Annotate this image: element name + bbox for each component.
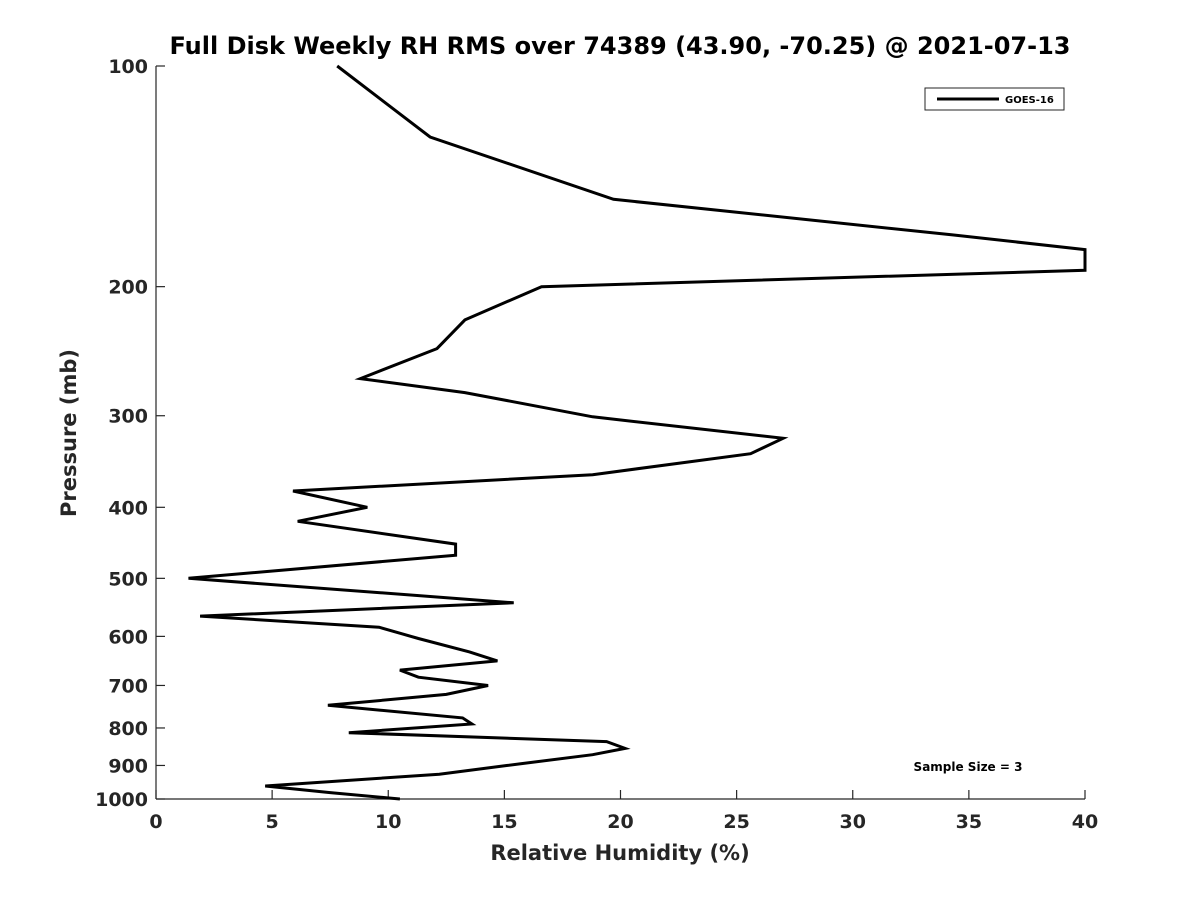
x-axis-label: Relative Humidity (%): [490, 841, 749, 865]
legend[interactable]: GOES-16: [924, 87, 1065, 111]
x-tick-label: 5: [266, 811, 279, 833]
series-line-goes-16: [188, 64, 1087, 801]
chart-title: Full Disk Weekly RH RMS over 74389 (43.9…: [169, 32, 1070, 60]
x-tick-label: 10: [375, 811, 401, 833]
plot-area: 0 5 10 15 20 25 30 35 40 100 200 300 400 500 600 700 80…: [95, 56, 1098, 833]
x-tick-label: 15: [491, 811, 517, 833]
x-tick-label: 35: [956, 811, 982, 833]
legend-label-goes-16: GOES-16: [1005, 95, 1054, 106]
y-axis-label: Pressure (mb): [57, 349, 81, 517]
y-tick-label: 300: [108, 406, 148, 428]
x-tick-label: 30: [840, 811, 866, 833]
x-tick-label: 0: [149, 811, 162, 833]
x-axis-ticks: 0 5 10 15 20 25 30 35 40: [149, 790, 1098, 833]
y-tick-label: 900: [108, 755, 148, 777]
y-tick-label: 100: [108, 56, 148, 78]
y-tick-label: 700: [108, 675, 148, 697]
x-tick-label: 25: [723, 811, 749, 833]
y-tick-label: 500: [108, 568, 148, 590]
y-tick-label: 200: [108, 277, 148, 299]
y-tick-label: 800: [108, 718, 148, 740]
x-tick-label: 40: [1072, 811, 1098, 833]
y-tick-label: 600: [108, 626, 148, 648]
sample-size-annotation: Sample Size = 3: [914, 760, 1023, 774]
y-tick-label: 400: [108, 497, 148, 519]
y-tick-label: 1000: [95, 789, 148, 811]
y-axis-ticks: 100 200 300 400 500 600 700 800 900 1000: [95, 56, 165, 811]
x-tick-label: 20: [607, 811, 633, 833]
